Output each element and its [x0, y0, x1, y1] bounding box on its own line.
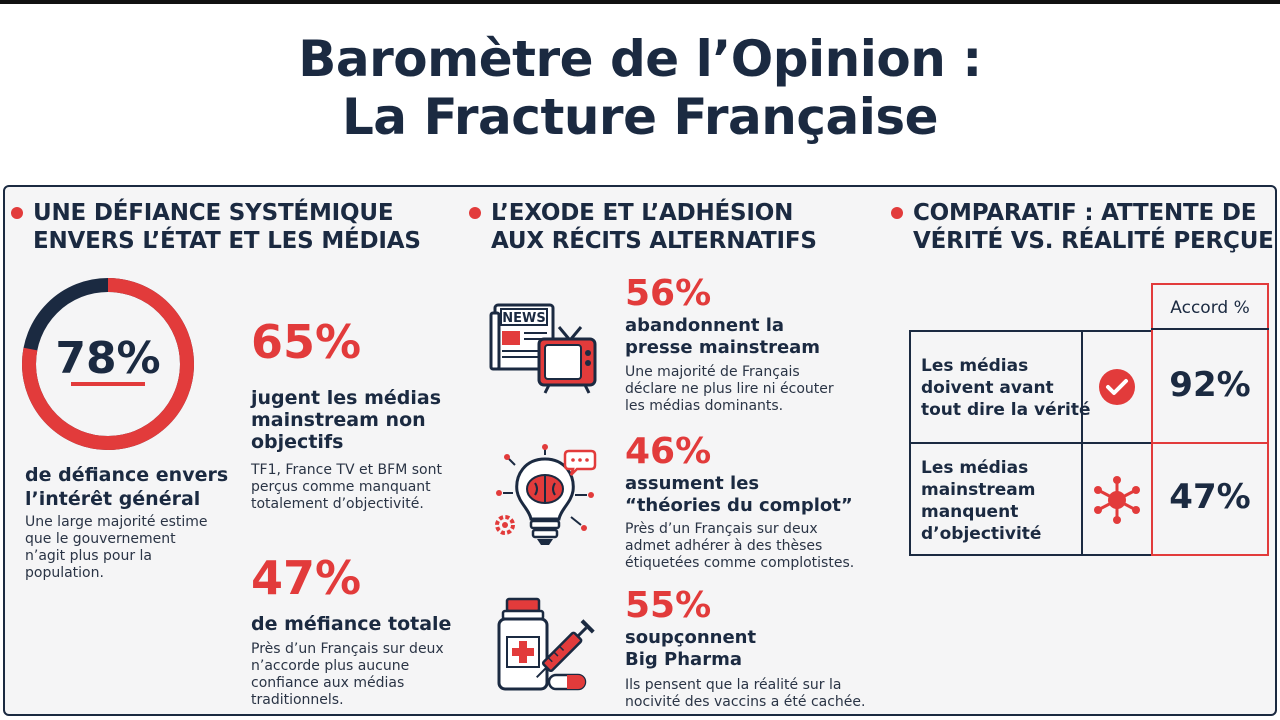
bullet-dot [891, 207, 903, 219]
stat-65-label: jugent les médias mainstream non objecti… [251, 387, 441, 453]
news-icon-text: NEWS [502, 311, 545, 326]
check-circle-icon [1099, 369, 1135, 405]
row2-text: Les médias mainstream manquent d’objecti… [921, 457, 1041, 545]
desc-line: Une majorité de Français [625, 364, 800, 380]
label-line: objectifs [251, 431, 344, 453]
label-line: de méfiance totale [251, 613, 452, 635]
stat-65-description: TF1, France TV et BFM sont perçus comme … [251, 462, 442, 513]
row2-text-cell [909, 442, 1083, 556]
stat-65-value: 65% [251, 315, 362, 369]
col3-heading: COMPARATIF : ATTENTE DE VÉRITÉ VS. RÉALI… [913, 199, 1274, 255]
row1-value: 92% [1169, 365, 1251, 405]
desc-line: Une large majorité estime [25, 514, 208, 530]
accord-column [1151, 283, 1269, 556]
desc-line: traditionnels. [251, 692, 344, 708]
stat-47-description: Près d’un Français sur deux n’accorde pl… [251, 641, 444, 709]
bullet-dot [11, 207, 23, 219]
network-node-icon [1094, 476, 1140, 524]
desc-line: n’agit plus pour la [25, 548, 153, 564]
donut-chart [22, 278, 194, 450]
label-line: jugent les médias [251, 387, 441, 409]
brain-bulb-icon [495, 444, 597, 545]
stat-56-value: 56% [625, 273, 712, 314]
news-tv-icon: NEWS [489, 303, 597, 394]
col2-heading: L’EXODE ET L’ADHÉSION AUX RÉCITS ALTERNA… [491, 199, 817, 255]
desc-line: les médias dominants. [625, 398, 784, 414]
col3-heading-line2: VÉRITÉ VS. RÉALITÉ PERÇUE [913, 228, 1274, 254]
row-text-line: doivent avant [921, 378, 1054, 398]
row1-text: Les médias doivent avant tout dire la vé… [921, 355, 1090, 421]
col3-heading-line1: COMPARATIF : ATTENTE DE [913, 200, 1257, 226]
col2-heading-line2: AUX RÉCITS ALTERNATIFS [491, 228, 817, 254]
stat-55-label: soupçonnent Big Pharma [625, 627, 756, 671]
desc-line: que le gouvernement [25, 531, 176, 547]
donut-caption-line2: l’intérêt général [25, 488, 201, 510]
desc-line: n’accorde plus aucune [251, 658, 410, 674]
row-text-line: d’objectivité [921, 524, 1042, 544]
accord-row-divider [1151, 442, 1269, 444]
bullet-dot [469, 207, 481, 219]
pharma-syringe-icon [497, 597, 595, 691]
label-line: abandonnent la [625, 315, 785, 336]
desc-line: perçus comme manquant [251, 479, 431, 495]
row-text-line: Les médias [921, 356, 1029, 376]
col2-heading-line1: L’EXODE ET L’ADHÉSION [491, 200, 794, 226]
label-line: mainstream non [251, 409, 426, 431]
desc-line: confiance aux médias [251, 675, 405, 691]
row-text-line: manquent [921, 502, 1019, 522]
infographic-panel: UNE DÉFIANCE SYSTÉMIQUE ENVERS L’ÉTAT ET… [3, 185, 1277, 716]
col1-heading-line1: UNE DÉFIANCE SYSTÉMIQUE [33, 200, 394, 226]
label-line: presse mainstream [625, 337, 821, 358]
page-title: Baromètre de l’Opinion : La Fracture Fra… [0, 30, 1280, 146]
title-line-2: La Fracture Française [341, 88, 939, 146]
label-line: soupçonnent [625, 627, 757, 648]
stat-46-value: 46% [625, 431, 712, 472]
donut-caption-line1: de défiance envers [25, 464, 229, 486]
donut-filled [22, 278, 194, 450]
desc-line: admet adhérer à des thèses [625, 538, 823, 554]
row-text-line: Les médias [921, 458, 1029, 478]
accord-header-divider [1151, 328, 1269, 330]
stat-46-description: Près d’un Français sur deux admet adhére… [625, 521, 854, 572]
stat-55-value: 55% [625, 585, 712, 626]
row2-icon-cell [1081, 442, 1153, 556]
stat-56-label: abandonnent la presse mainstream [625, 315, 820, 359]
stat-55-description: Ils pensent que la réalité sur la nocivi… [625, 677, 865, 711]
desc-line: TF1, France TV et BFM sont [251, 462, 442, 478]
desc-line: nocivité des vaccins a été cachée. [625, 694, 866, 710]
col1-heading: UNE DÉFIANCE SYSTÉMIQUE ENVERS L’ÉTAT ET… [33, 199, 421, 255]
stat-46-label: assument les “théories du complot” [625, 473, 853, 517]
stat-47-value: 47% [251, 551, 362, 605]
label-line: “théories du complot” [625, 495, 853, 516]
desc-line: Près d’un Français sur deux [251, 641, 444, 657]
desc-line: totalement d’objectivité. [251, 496, 424, 512]
top-border [0, 0, 1280, 4]
accord-column-header: Accord % [1170, 298, 1250, 318]
desc-line: étiquetées comme complotistes. [625, 555, 855, 571]
label-line: Big Pharma [625, 649, 742, 670]
desc-line: déclare ne plus lire ni écouter [625, 381, 834, 397]
row-text-line: mainstream [921, 480, 1036, 500]
col1-heading-line2: ENVERS L’ÉTAT ET LES MÉDIAS [33, 228, 421, 254]
row2-value: 47% [1169, 477, 1251, 517]
stat-56-description: Une majorité de Français déclare ne plus… [625, 364, 834, 415]
stat-47-label: de méfiance totale [251, 613, 451, 635]
desc-line: Ils pensent que la réalité sur la [625, 677, 842, 693]
row-text-line: tout dire la vérité [921, 400, 1091, 420]
donut-description: Une large majorité estime que le gouvern… [25, 514, 208, 582]
donut-caption: de défiance envers l’intérêt général [25, 463, 228, 511]
desc-line: population. [25, 565, 104, 581]
title-line-1: Baromètre de l’Opinion : [298, 30, 982, 88]
label-line: assument les [625, 473, 760, 494]
donut-value: 78% [55, 333, 161, 384]
desc-line: Près d’un Français sur deux [625, 521, 818, 537]
